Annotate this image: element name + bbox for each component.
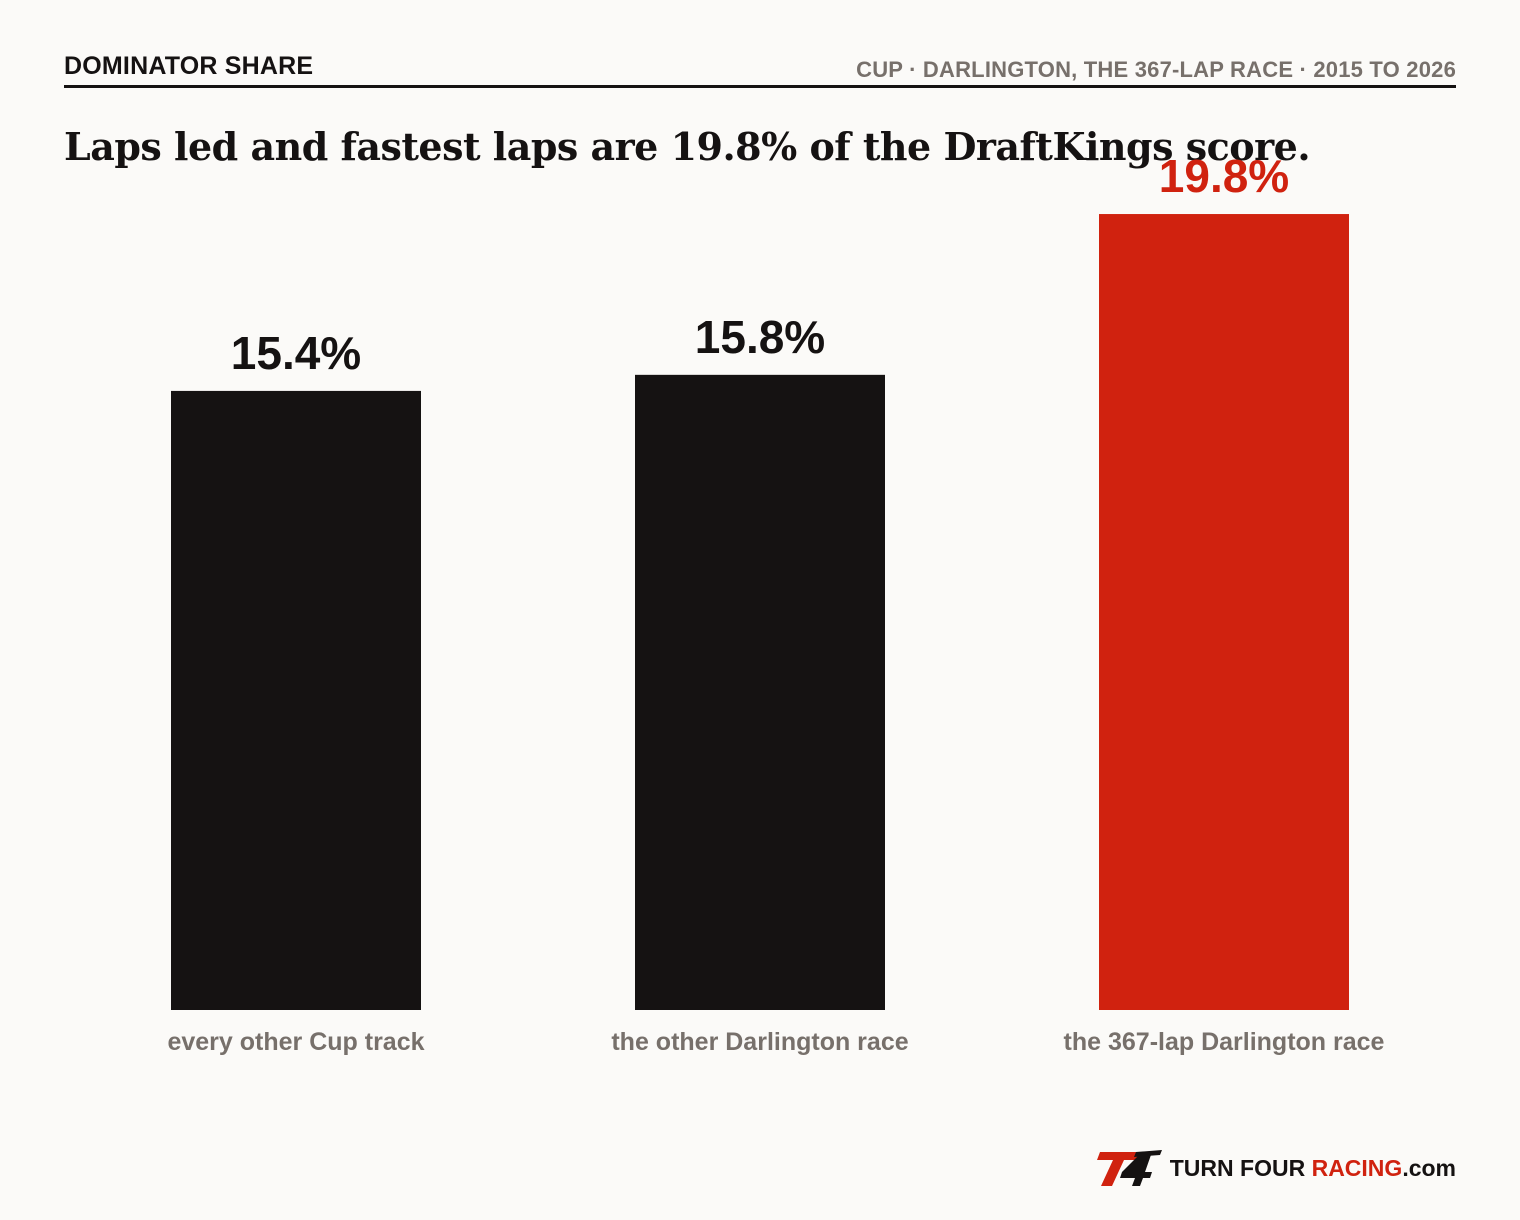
header-rule bbox=[64, 85, 1456, 88]
brand-name-accent: RACING bbox=[1311, 1154, 1403, 1181]
t4-logo-icon bbox=[1096, 1150, 1162, 1186]
category-label-2: the other Darlington race bbox=[611, 1028, 908, 1056]
bar-1 bbox=[171, 390, 421, 1010]
brand[interactable]: TURN FOUR RACING.com bbox=[1090, 1148, 1456, 1188]
brand-name-suffix: .com bbox=[1402, 1154, 1456, 1181]
brand-name: TURN FOUR RACING.com bbox=[1170, 1155, 1456, 1182]
value-label-2: 15.8% bbox=[695, 311, 825, 363]
brand-name-main: TURN FOUR bbox=[1169, 1154, 1312, 1181]
kicker: DOMINATOR SHARE bbox=[64, 52, 314, 80]
chart-context: CUP · DARLINGTON, THE 367-LAP RACE · 201… bbox=[856, 57, 1456, 82]
bar-chart: 15.4% every other Cup track 15.8% the other… bbox=[167, 150, 1385, 1056]
value-label-3: 19.8% bbox=[1159, 150, 1289, 202]
chart-headline: Laps led and fastest laps are 19.8% of t… bbox=[64, 124, 1311, 169]
bar-3 bbox=[1099, 214, 1349, 1011]
category-label-1: every other Cup track bbox=[167, 1028, 424, 1056]
category-label-3: the 367-lap Darlington race bbox=[1064, 1028, 1385, 1056]
value-label-1: 15.4% bbox=[231, 327, 361, 379]
bar-2 bbox=[635, 374, 885, 1011]
